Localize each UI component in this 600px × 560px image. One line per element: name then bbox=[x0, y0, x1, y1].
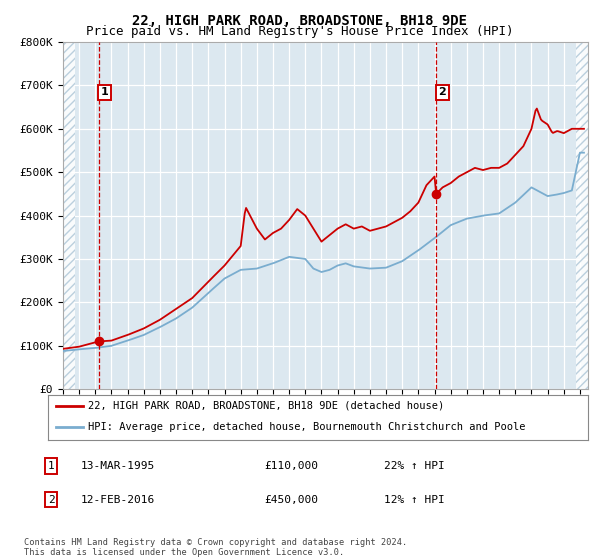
Bar bbox=[63, 42, 74, 389]
Text: £110,000: £110,000 bbox=[264, 461, 318, 471]
Text: Price paid vs. HM Land Registry's House Price Index (HPI): Price paid vs. HM Land Registry's House … bbox=[86, 25, 514, 38]
Text: £450,000: £450,000 bbox=[264, 494, 318, 505]
Text: 1: 1 bbox=[47, 461, 55, 471]
Text: 13-MAR-1995: 13-MAR-1995 bbox=[81, 461, 155, 471]
Text: 22, HIGH PARK ROAD, BROADSTONE, BH18 9DE (detached house): 22, HIGH PARK ROAD, BROADSTONE, BH18 9DE… bbox=[89, 401, 445, 411]
Text: 22% ↑ HPI: 22% ↑ HPI bbox=[384, 461, 445, 471]
Text: Contains HM Land Registry data © Crown copyright and database right 2024.
This d: Contains HM Land Registry data © Crown c… bbox=[24, 538, 407, 557]
Text: 12% ↑ HPI: 12% ↑ HPI bbox=[384, 494, 445, 505]
Text: HPI: Average price, detached house, Bournemouth Christchurch and Poole: HPI: Average price, detached house, Bour… bbox=[89, 422, 526, 432]
Text: 12-FEB-2016: 12-FEB-2016 bbox=[81, 494, 155, 505]
Text: 22, HIGH PARK ROAD, BROADSTONE, BH18 9DE: 22, HIGH PARK ROAD, BROADSTONE, BH18 9DE bbox=[133, 14, 467, 28]
Text: 2: 2 bbox=[47, 494, 55, 505]
Text: 1: 1 bbox=[101, 87, 109, 97]
Text: 2: 2 bbox=[439, 87, 446, 97]
Bar bbox=[577, 42, 588, 389]
